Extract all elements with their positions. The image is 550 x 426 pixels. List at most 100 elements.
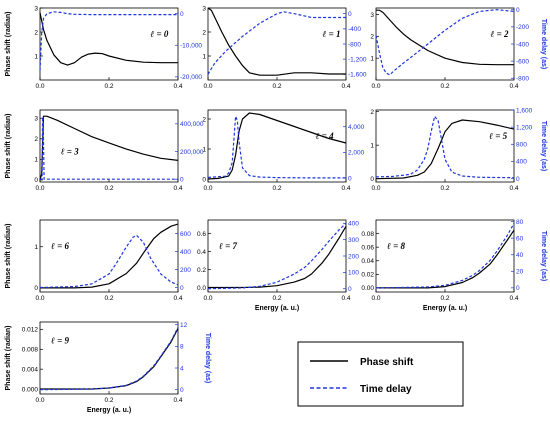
y-left-tick-label: 2 <box>370 34 374 41</box>
y-left-tick-label: 1 <box>202 53 206 60</box>
x-axis-label: Energy (a. u.) <box>87 407 131 414</box>
y-left-axis-label: Phase shift (radian) <box>5 326 12 391</box>
panel-7: 0.0 0.2 0.4 0.0 0.2 0.4 0.6 0 100 200 300 400 ℓ = 7 E… <box>197 220 359 312</box>
y-left-axis-label: Phase shift (radian) <box>5 114 12 179</box>
legend-frame <box>298 342 463 406</box>
y-right-tick-label: 800 <box>516 142 527 149</box>
y-left-tick-label: 0.04 <box>361 258 374 265</box>
y-right-axis-label: Time delay (as) <box>540 121 547 171</box>
y-left-tick-label: 2 <box>202 116 206 123</box>
y-left-tick-label: 0 <box>202 176 206 183</box>
y-right-tick-label: 4,000 <box>348 124 365 131</box>
y-left-tick-label: 0.6 <box>197 231 206 238</box>
y-right-tick-label: 60 <box>516 236 524 243</box>
x-tick-label: 0.2 <box>104 185 113 192</box>
y-left-tick-label: 0.4 <box>197 249 206 256</box>
x-tick-label: 0.2 <box>272 295 281 302</box>
y-right-tick-label: 1,600 <box>516 107 533 114</box>
y-left-tick-label: 0.004 <box>22 366 39 373</box>
y-right-tick-label: 4 <box>180 365 184 372</box>
y-left-axis-label: Phase shift (radian) <box>5 12 12 77</box>
y-right-tick-label: 0 <box>516 176 520 183</box>
y-left-tick-label: 0 <box>370 176 374 183</box>
y-left-tick-label: 2 <box>34 29 38 36</box>
x-axis-label: Energy (a. u.) <box>255 305 299 312</box>
y-right-tick-label: -20,000 <box>180 74 202 81</box>
panel-5: 0.0 0.2 0.4 0 1 2 0 400 800 1,200 1,600 ℓ = 5 Time d… <box>370 107 547 192</box>
x-tick-label: 0.4 <box>173 397 182 404</box>
y-left-tick-label: 2 <box>202 29 206 36</box>
x-tick-label: 0.0 <box>371 185 380 192</box>
y-right-tick-label: 8 <box>180 344 184 351</box>
y-left-tick-label: 0.0 <box>197 285 206 292</box>
y-left-tick-label: 2 <box>370 109 374 116</box>
y-left-tick-label: 0.008 <box>22 347 39 354</box>
phase-shift-line <box>376 120 514 179</box>
y-left-tick-label: 1 <box>34 244 38 251</box>
y-left-tick-label: 0.06 <box>361 244 374 251</box>
phase-shift-line <box>376 230 514 288</box>
y-left-tick-label: 3 <box>34 116 38 123</box>
y-right-tick-label: -800 <box>348 41 361 48</box>
panel-0: 0.0 0.2 0.4 1 2 3 0 -10,000 -20,000 ℓ = 0 Phase sh… <box>5 5 202 90</box>
y-right-tick-label: 12 <box>180 322 188 329</box>
plot-frame <box>40 322 178 394</box>
y-left-tick-label: 1 <box>370 55 374 62</box>
y-right-tick-label: 400 <box>180 249 191 256</box>
x-tick-label: 0.0 <box>203 295 212 302</box>
x-tick-label: 0.2 <box>440 83 449 90</box>
y-left-tick-label: 0.000 <box>22 386 39 393</box>
y-right-axis-label: Time delay (as) <box>540 19 547 69</box>
y-left-tick-label: 1 <box>34 53 38 60</box>
x-tick-label: 0.4 <box>509 83 518 90</box>
y-right-tick-label: 0 <box>180 177 184 184</box>
phase-shift-line <box>208 113 346 179</box>
x-tick-label: 0.4 <box>341 295 350 302</box>
plot-frame <box>376 110 514 182</box>
plot-frame <box>40 220 178 292</box>
ell-label: ℓ = 5 <box>489 131 507 141</box>
panel-9: 0.0 0.2 0.4 0.000 0.004 0.008 0.012 0 4 8 12 ℓ = 9 P… <box>5 322 211 414</box>
y-right-tick-label: 80 <box>516 219 524 226</box>
y-right-tick-label: 20 <box>516 269 524 276</box>
y-right-tick-label: 0 <box>348 11 352 18</box>
ell-label: ℓ = 8 <box>387 241 405 251</box>
panel-3: 0.0 0.2 0.401230200,000400,000ℓ = 3Phase s… <box>5 110 204 192</box>
x-tick-label: 0.2 <box>440 185 449 192</box>
panel-8: 0.0 0.2 0.4 0.00 0.02 0.04 0.06 0.08 0 20 40 60 80 ℓ … <box>361 219 547 312</box>
x-tick-label: 0.0 <box>203 83 212 90</box>
ell-label: ℓ = 4 <box>316 131 334 141</box>
y-right-tick-label: 200 <box>348 253 359 260</box>
panel-2: 0.0 0.2 0.41230-200-400-600-800ℓ = 2 Time d… <box>370 7 547 90</box>
y-left-tick-label: 0.08 <box>361 231 374 238</box>
phase-shift-line <box>40 224 178 288</box>
x-tick-label: 0.4 <box>173 83 182 90</box>
x-tick-label: 0.4 <box>341 185 350 192</box>
ell-label: ℓ = 6 <box>51 241 69 251</box>
y-right-axis-label: Time delay (as) <box>204 333 211 383</box>
y-left-tick-label: 3 <box>34 5 38 12</box>
x-tick-label: 0.0 <box>371 295 380 302</box>
x-tick-label: 0.2 <box>272 83 281 90</box>
y-left-tick-label: 1 <box>370 142 374 149</box>
y-right-tick-label: -10,000 <box>180 43 202 50</box>
y-right-tick-label: 0 <box>180 387 184 394</box>
x-tick-label: 0.4 <box>509 295 518 302</box>
x-tick-label: 0.0 <box>35 397 44 404</box>
y-left-tick-label: 0.02 <box>361 272 374 279</box>
phase-shift-line <box>208 226 346 287</box>
y-right-tick-label: -400 <box>348 26 361 33</box>
y-left-tick-label: 0 <box>34 285 38 292</box>
y-right-tick-label: -1,200 <box>348 56 367 63</box>
panel-4: 0.0 0.2 0.401202,0004,000ℓ = 4 <box>202 110 364 192</box>
y-left-tick-label: 3 <box>370 12 374 19</box>
x-tick-label: 0.0 <box>203 185 212 192</box>
ell-label: ℓ = 9 <box>51 336 69 346</box>
x-tick-label: 0.2 <box>104 397 113 404</box>
y-left-tick-label: 0.2 <box>197 267 206 274</box>
y-right-tick-label: 400 <box>516 159 527 166</box>
time-delay-line <box>208 12 346 75</box>
y-left-tick-label: 0 <box>34 177 38 184</box>
